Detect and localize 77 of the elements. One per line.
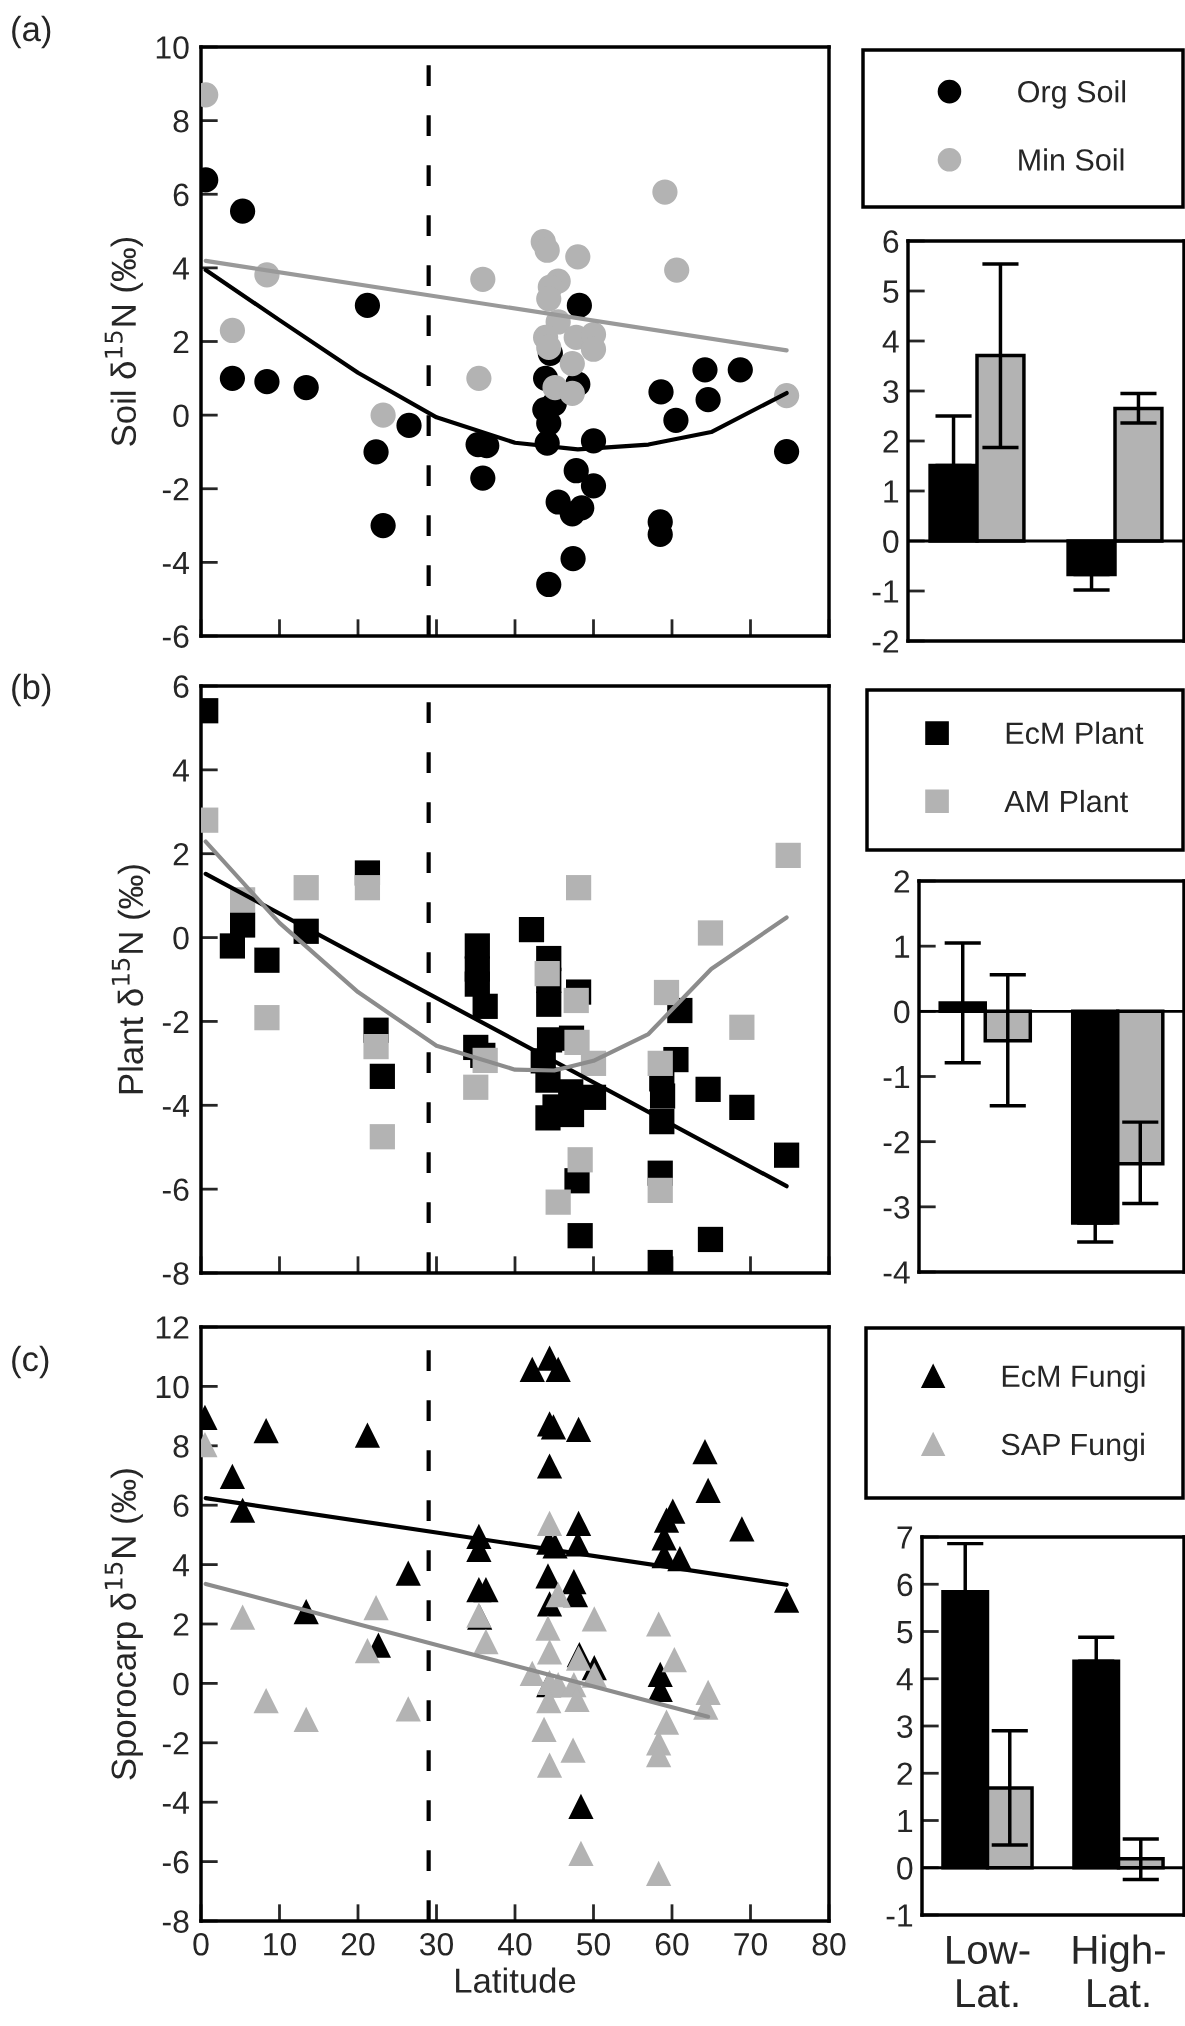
y-tick-label: 8 bbox=[173, 109, 189, 133]
y-tick-label: -1 bbox=[872, 580, 899, 603]
legend-label: SAP Fungi bbox=[1001, 1432, 1144, 1462]
y-tick-label: 4 bbox=[172, 257, 189, 280]
y-tick-label: 5 bbox=[883, 280, 899, 303]
chart-title: (a) bbox=[12, 15, 51, 49]
x-tick-label: High- Lat. bbox=[1073, 1934, 1165, 2008]
y-tick-label: -1 bbox=[883, 1066, 910, 1089]
x-tick-label: 30 bbox=[419, 1932, 454, 1956]
x-tick-label: Low- Lat. bbox=[947, 1935, 1030, 2008]
legend-label: Min Soil bbox=[1019, 148, 1124, 171]
y-tick-label: -2 bbox=[162, 478, 189, 501]
y-tick-label: 0 bbox=[897, 1857, 913, 1880]
y-tick-label: 0 bbox=[894, 1000, 910, 1024]
y-tick-label: -6 bbox=[162, 1850, 189, 1874]
x-tick-label: 40 bbox=[497, 1932, 532, 1956]
y-axis-title: Sporocarp δ$^{15}$N (‰) bbox=[104, 1469, 143, 1780]
y-tick-label: 1 bbox=[895, 935, 910, 958]
y-tick-label: 10 bbox=[156, 1375, 189, 1399]
y-tick-label: -8 bbox=[162, 1910, 189, 1933]
legend-label: EcM Fungi bbox=[1002, 1364, 1145, 1394]
y-tick-label: -2 bbox=[162, 1010, 189, 1033]
legend-label: Org Soil bbox=[1018, 80, 1126, 109]
y-tick-label: -6 bbox=[162, 625, 189, 648]
y-tick-label: 6 bbox=[883, 230, 899, 253]
legend-label: AM Plant bbox=[1004, 789, 1129, 813]
y-tick-label: 3 bbox=[883, 380, 899, 403]
y-tick-label: -8 bbox=[162, 1262, 189, 1285]
text: (c) bbox=[12, 1345, 49, 1379]
y-tick-label: 2 bbox=[894, 870, 910, 893]
legend-label: EcM Plant bbox=[1006, 721, 1144, 745]
y-tick-label: 2 bbox=[883, 430, 899, 453]
y-tick-label: -2 bbox=[162, 1732, 189, 1755]
y-tick-label: -4 bbox=[162, 1094, 189, 1117]
y-tick-label: 10 bbox=[156, 36, 189, 59]
y-tick-label: 1 bbox=[884, 480, 899, 503]
y-tick-label: 12 bbox=[156, 1316, 189, 1339]
x-tick-label: 70 bbox=[734, 1932, 768, 1956]
x-tick-label: 10 bbox=[264, 1932, 297, 1956]
y-axis-title: Plant δ$^{15}$N (‰) bbox=[111, 865, 151, 1094]
x-tick-label: 0 bbox=[193, 1932, 209, 1956]
x-tick-label: 20 bbox=[341, 1932, 375, 1956]
y-tick-label: 4 bbox=[896, 1668, 913, 1691]
y-tick-label: 2 bbox=[173, 1613, 189, 1636]
y-tick-label: -4 bbox=[162, 551, 189, 574]
y-tick-label: -1 bbox=[886, 1904, 913, 1927]
x-tick-label: 60 bbox=[655, 1932, 689, 1956]
y-tick-label: 6 bbox=[173, 675, 189, 698]
y-tick-label: -4 bbox=[883, 1261, 910, 1284]
y-axis-title: Soil δ$^{15}$N (‰) bbox=[104, 237, 143, 446]
x-tick-label: 50 bbox=[577, 1932, 611, 1956]
y-tick-label: -6 bbox=[162, 1178, 189, 1202]
y-tick-label: 3 bbox=[897, 1715, 913, 1738]
y-tick-label: 4 bbox=[172, 1554, 189, 1577]
y-tick-label: -2 bbox=[883, 1130, 910, 1154]
y-tick-label: 0 bbox=[173, 404, 189, 428]
y-tick-label: 2 bbox=[173, 330, 189, 354]
y-tick-label: 1 bbox=[898, 1810, 913, 1833]
y-tick-label: -3 bbox=[883, 1196, 910, 1219]
y-tick-label: 0 bbox=[883, 530, 899, 553]
y-tick-label: -4 bbox=[162, 1791, 189, 1814]
y-tick-label: 2 bbox=[897, 1762, 913, 1785]
x-tick-label: 80 bbox=[812, 1932, 846, 1956]
y-tick-label: 4 bbox=[172, 759, 189, 782]
y-tick-label: 7 bbox=[897, 1526, 913, 1549]
y-tick-label: -2 bbox=[872, 630, 899, 653]
y-tick-label: 5 bbox=[897, 1621, 913, 1644]
chart-title: (b) bbox=[12, 673, 51, 707]
x-axis-title: Latitude bbox=[456, 1967, 576, 1993]
y-tick-label: 0 bbox=[173, 1672, 189, 1696]
y-tick-label: 0 bbox=[173, 926, 189, 950]
y-tick-label: 4 bbox=[882, 330, 899, 353]
y-tick-label: 6 bbox=[173, 183, 189, 207]
y-tick-label: 8 bbox=[173, 1435, 189, 1458]
y-tick-label: 2 bbox=[173, 842, 189, 866]
y-tick-label: 6 bbox=[173, 1494, 189, 1518]
y-tick-label: 6 bbox=[897, 1573, 913, 1597]
